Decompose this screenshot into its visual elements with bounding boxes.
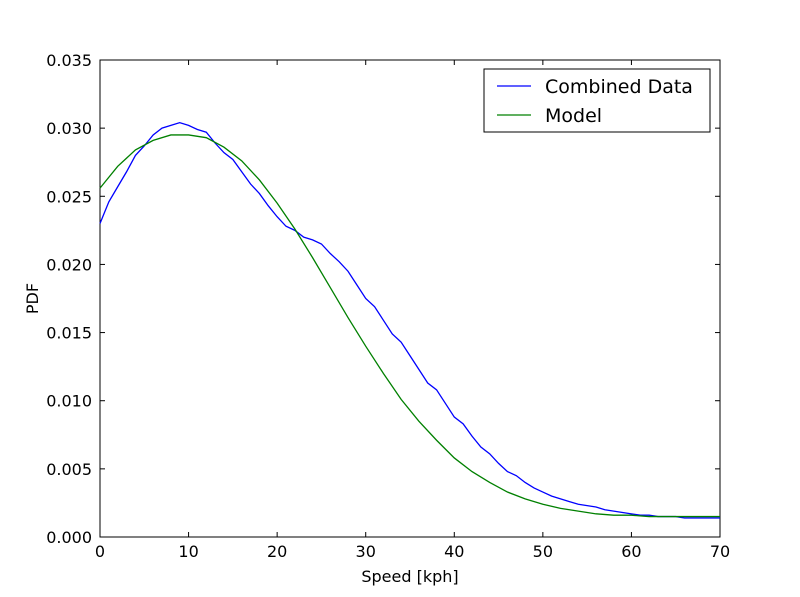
y-tick-label: 0.030 [46,119,92,138]
x-axis-label: Speed [kph] [361,567,458,586]
x-tick-label: 10 [178,542,198,561]
legend-box [483,68,711,133]
x-tick-label: 70 [710,542,730,561]
y-tick-label: 0.015 [46,324,92,343]
y-tick-label: 0.005 [46,460,92,479]
y-axis-label: PDF [23,283,42,314]
y-tick-label: 0.020 [46,255,92,274]
y-tick-label: 0.025 [46,187,92,206]
series-line-model [99,134,720,518]
plot-area [99,59,721,538]
x-tick-label: 20 [267,542,287,561]
x-tick-label: 0 [95,542,105,561]
plot-border [99,59,721,538]
series-lines [99,122,720,519]
y-tick-label: 0.010 [46,392,92,411]
legend: Combined Data Model [483,68,711,133]
y-axis: 0.000 0.005 0.010 0.015 0.020 0.025 0.030 0.035 [46,51,720,547]
series-line-combined-data [99,122,720,519]
legend-label-combined-data: Combined Data [545,76,693,98]
x-tick-label: 60 [621,542,641,561]
y-tick-label: 0.000 [46,528,92,547]
x-tick-label: 50 [533,542,553,561]
y-tick-label: 0.035 [46,51,92,70]
legend-label-model: Model [545,105,602,127]
x-tick-label: 30 [356,542,376,561]
x-tick-label: 40 [444,542,464,561]
x-axis: 0 10 20 30 40 50 60 70 [95,60,730,561]
